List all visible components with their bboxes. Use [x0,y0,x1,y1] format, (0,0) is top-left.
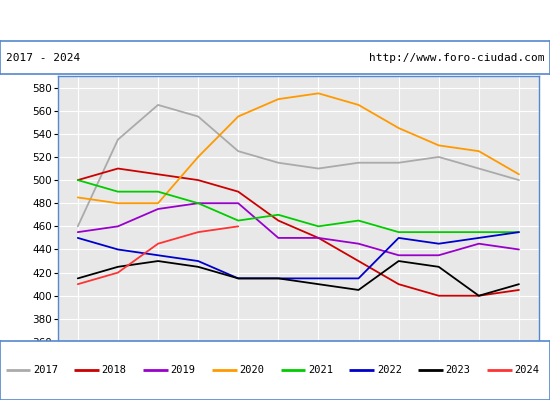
Text: http://www.foro-ciudad.com: http://www.foro-ciudad.com [369,53,544,63]
Text: 2019: 2019 [170,366,195,375]
Text: 2017: 2017 [33,366,58,375]
Text: 2017 - 2024: 2017 - 2024 [6,53,80,63]
Text: 2021: 2021 [308,366,333,375]
Text: 2023: 2023 [446,366,470,375]
Text: Evolucion del paro registrado en Muskiz: Evolucion del paro registrado en Muskiz [112,14,438,28]
Text: 2024: 2024 [514,366,539,375]
Text: 2020: 2020 [239,366,264,375]
Text: 2018: 2018 [102,366,126,375]
Text: 2022: 2022 [377,366,402,375]
